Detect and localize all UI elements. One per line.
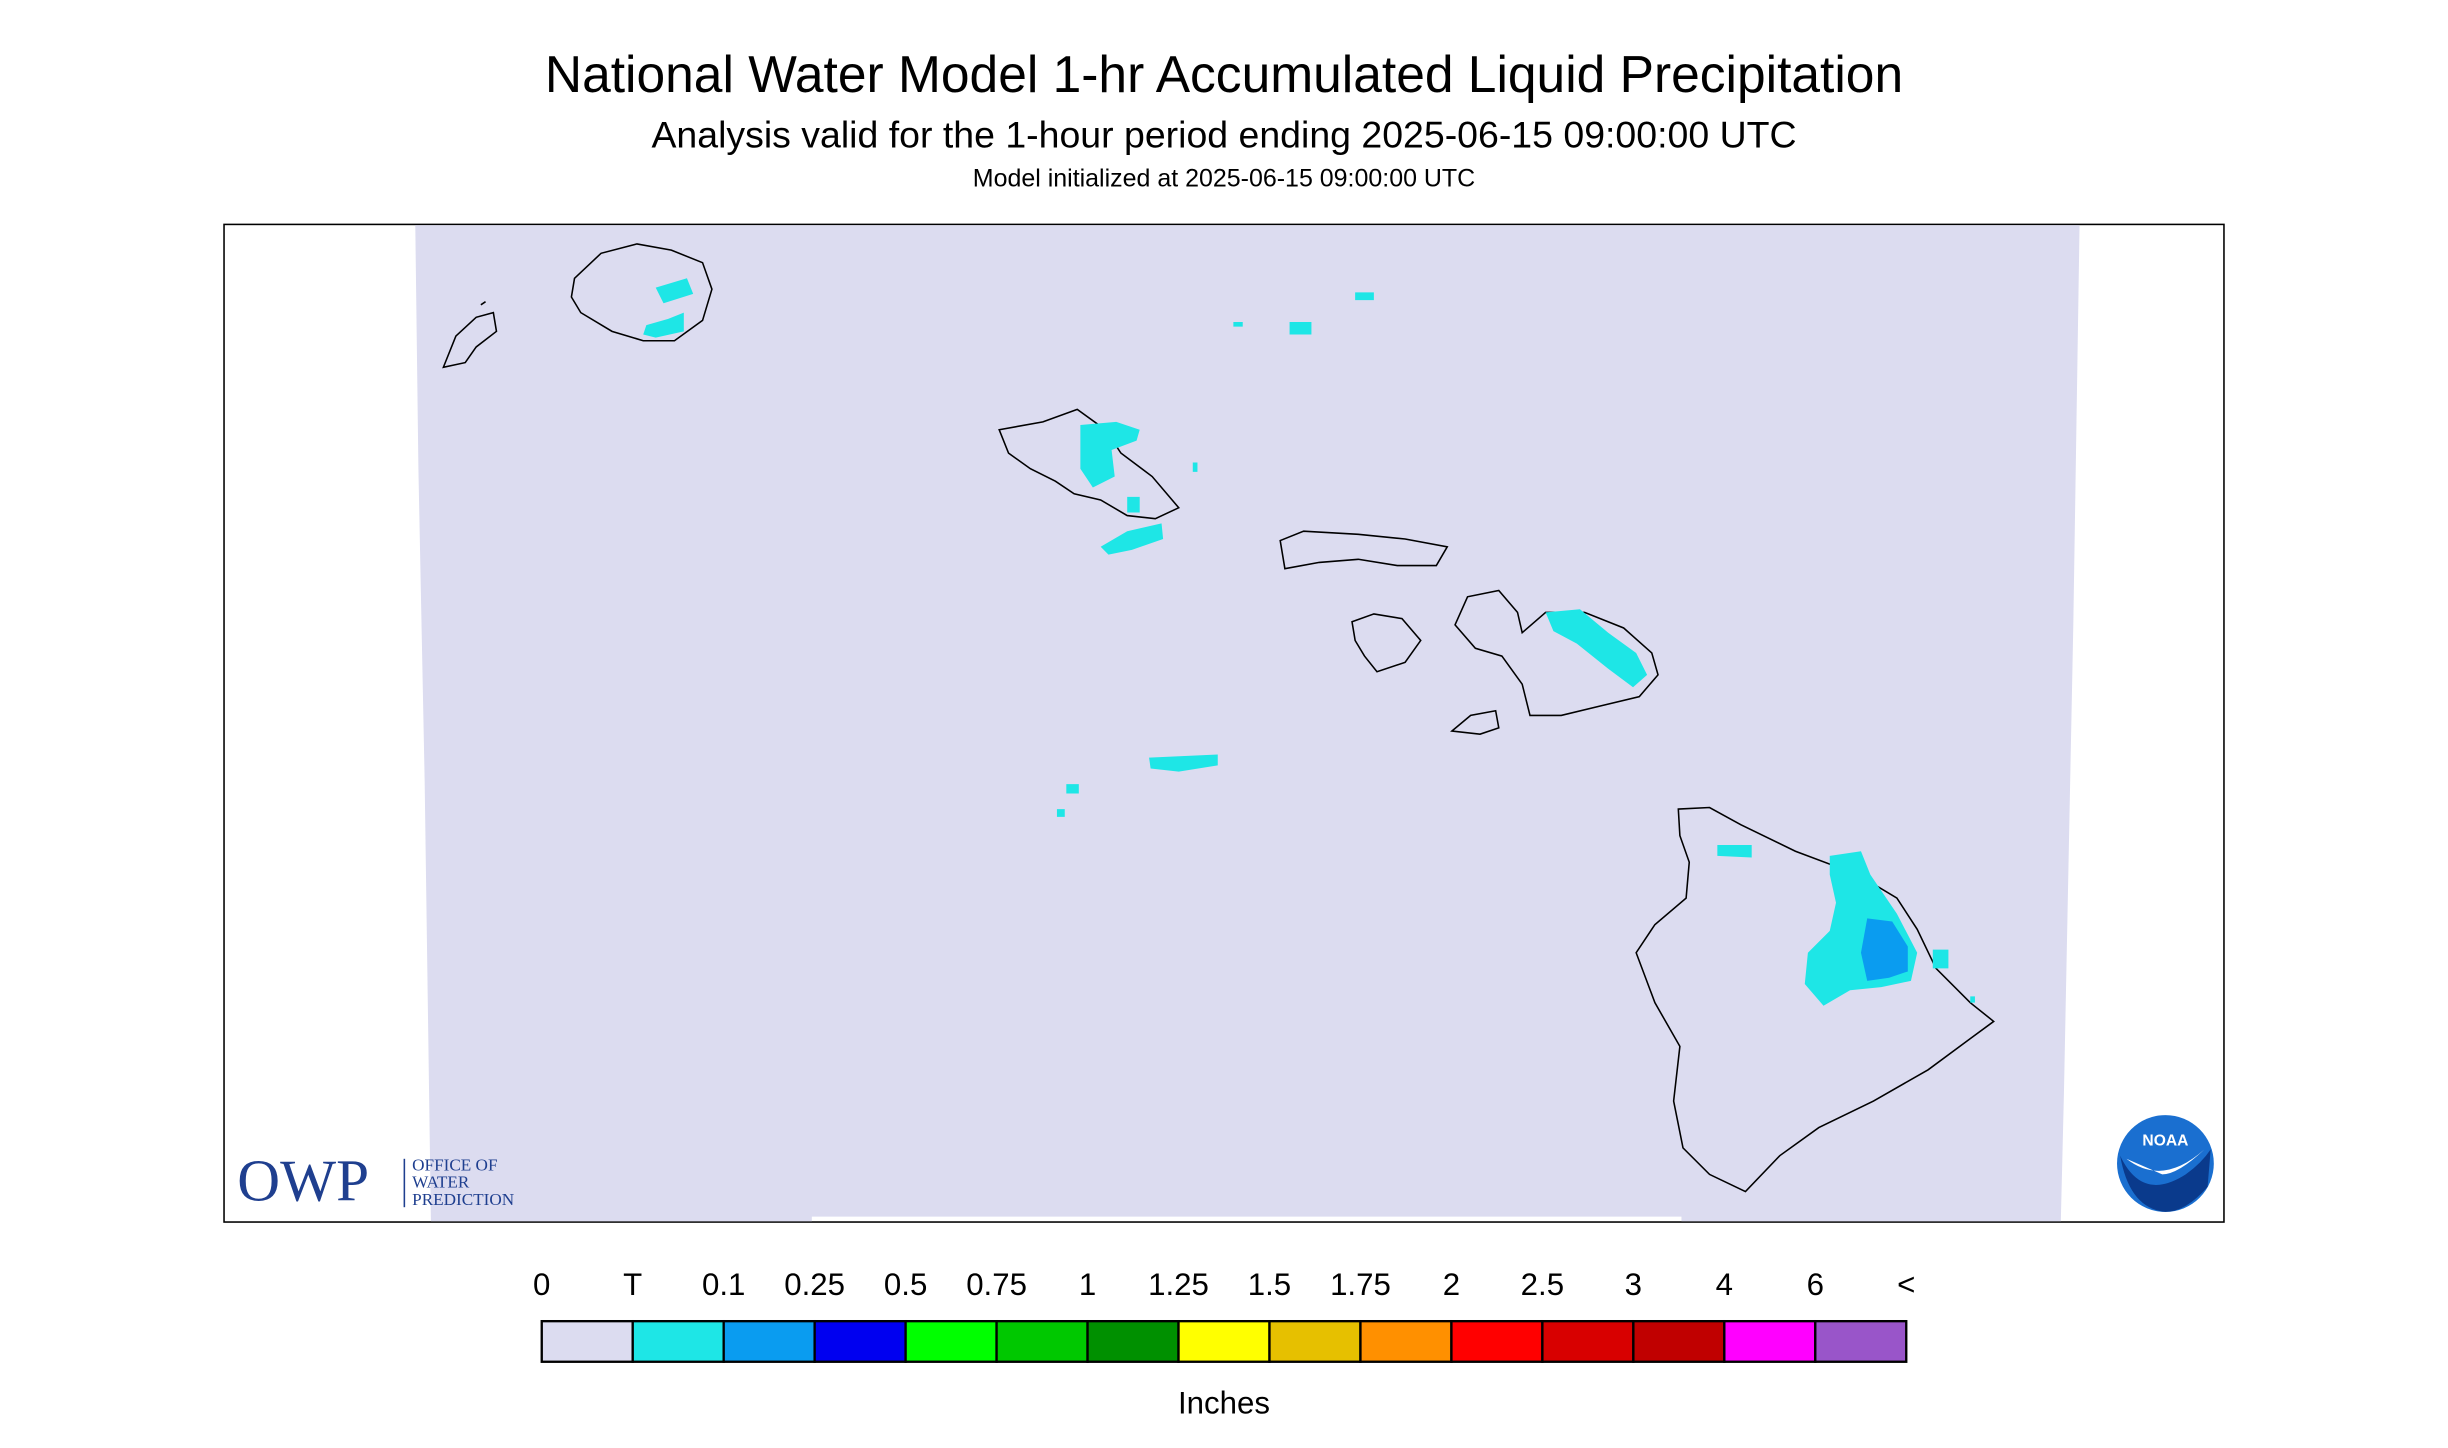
- colorbar-swatch: [1814, 1319, 1908, 1363]
- colorbar-label: 3: [1625, 1267, 1642, 1302]
- colorbar-swatch: [1541, 1319, 1635, 1363]
- init-time: Model initialized at 2025-06-15 09:00:00…: [973, 165, 1475, 193]
- owp-line: OFFICE OF: [412, 1156, 497, 1175]
- colorbar-swatch: [1450, 1319, 1544, 1363]
- precipitation: [643, 278, 1975, 1006]
- colorbar-label: 0.25: [784, 1267, 845, 1302]
- colorbar-label: 0: [533, 1267, 550, 1302]
- colorbar-swatch: [631, 1319, 725, 1363]
- colorbar-unit: Inches: [1178, 1386, 1270, 1421]
- colorbar-label: 6: [1807, 1267, 1824, 1302]
- colorbar-label: 2.5: [1521, 1267, 1564, 1302]
- title: National Water Model 1-hr Accumulated Li…: [545, 45, 1903, 103]
- owp-line: WATER: [412, 1173, 470, 1192]
- colorbar-swatch: [813, 1319, 907, 1363]
- model-domain: [415, 225, 2080, 1222]
- colorbar-label: 1.5: [1248, 1267, 1291, 1302]
- colorbar-swatch: [722, 1319, 816, 1363]
- colorbar-swatch: [904, 1319, 998, 1363]
- owp-logo: OWP OFFICE OF WATER PREDICTION: [237, 1148, 514, 1214]
- colorbar: 0 T 0.1 0.25 0.5 0.75 1 1.25 1.5 1.75 2 2.5 3 4 6 <: [533, 1267, 1915, 1363]
- precip-kauai: [643, 278, 694, 338]
- colorbar-swatch: [1632, 1319, 1726, 1363]
- noaa-wave: [2120, 1149, 2211, 1212]
- colorbar-label: 0.1: [702, 1267, 745, 1302]
- precip-channel: [1233, 292, 1374, 335]
- colorbar-label: 0.5: [884, 1267, 927, 1302]
- colorbar-label: 4: [1716, 1267, 1733, 1302]
- map: OWP OFFICE OF WATER PREDICTION NOAA: [223, 223, 2225, 1223]
- colorbar-swatch: [995, 1319, 1089, 1363]
- subtitle: Analysis valid for the 1-hour period end…: [651, 114, 1796, 156]
- precip-oahu: [1080, 421, 1198, 555]
- niihau: [442, 301, 498, 369]
- kauai: [570, 243, 713, 342]
- colorbar-swatch: [1723, 1319, 1817, 1363]
- colorbar-label: <: [1897, 1267, 1915, 1302]
- kahoolawe: [1450, 709, 1500, 735]
- precip-hawaii: [1717, 844, 1975, 1006]
- noaa-logo: NOAA: [2117, 1115, 2214, 1212]
- noaa-text: NOAA: [2142, 1133, 2188, 1150]
- colorbar-swatch: [1086, 1319, 1180, 1363]
- lanai: [1351, 613, 1422, 673]
- colorbar-label: 2: [1443, 1267, 1460, 1302]
- owp-line: PREDICTION: [412, 1190, 514, 1209]
- colorbar-swatch: [1359, 1319, 1453, 1363]
- owp-abbr: OWP: [237, 1148, 369, 1214]
- colorbar-label: 1: [1079, 1267, 1096, 1302]
- precip-maui: [1545, 609, 1648, 688]
- colorbar-swatch: [1177, 1319, 1271, 1363]
- colorbar-label: 0.75: [966, 1267, 1027, 1302]
- molokai: [1279, 530, 1449, 570]
- colorbar-label: 1.75: [1330, 1267, 1391, 1302]
- colorbar-label: T: [623, 1267, 642, 1302]
- precip-offshore: [1056, 754, 1218, 817]
- colorbar-swatch: [540, 1319, 634, 1363]
- oahu: [998, 408, 1180, 520]
- colorbar-label: 1.25: [1148, 1267, 1209, 1302]
- noaa-bird: [2126, 1149, 2205, 1175]
- maui: [1454, 589, 1659, 717]
- precip-hawaii-heavy: [1860, 918, 1908, 981]
- colorbar-swatch: [1268, 1319, 1362, 1363]
